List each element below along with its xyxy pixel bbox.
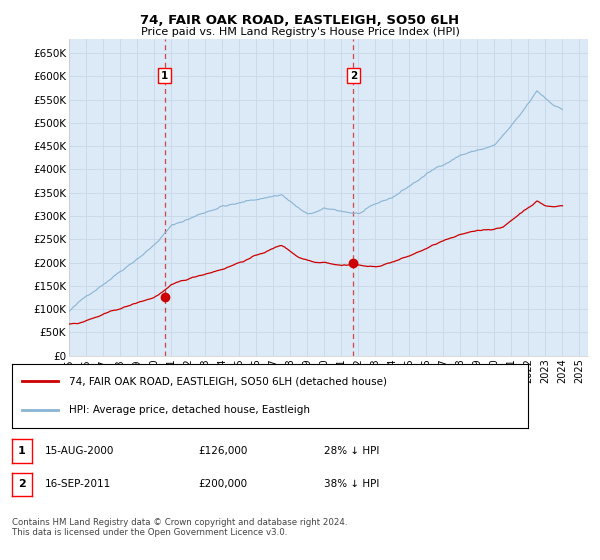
Text: Price paid vs. HM Land Registry's House Price Index (HPI): Price paid vs. HM Land Registry's House … [140, 27, 460, 37]
Text: Contains HM Land Registry data © Crown copyright and database right 2024.
This d: Contains HM Land Registry data © Crown c… [12, 518, 347, 538]
Text: 16-SEP-2011: 16-SEP-2011 [45, 479, 111, 489]
Text: £200,000: £200,000 [198, 479, 247, 489]
Text: £126,000: £126,000 [198, 446, 247, 456]
Text: 28% ↓ HPI: 28% ↓ HPI [324, 446, 379, 456]
Text: 1: 1 [161, 71, 168, 81]
Text: HPI: Average price, detached house, Eastleigh: HPI: Average price, detached house, East… [69, 405, 310, 416]
Text: 2: 2 [18, 479, 26, 489]
Text: 15-AUG-2000: 15-AUG-2000 [45, 446, 115, 456]
Text: 74, FAIR OAK ROAD, EASTLEIGH, SO50 6LH (detached house): 74, FAIR OAK ROAD, EASTLEIGH, SO50 6LH (… [69, 376, 387, 386]
Text: 2: 2 [350, 71, 357, 81]
Text: 1: 1 [18, 446, 26, 456]
Text: 38% ↓ HPI: 38% ↓ HPI [324, 479, 379, 489]
Text: 74, FAIR OAK ROAD, EASTLEIGH, SO50 6LH: 74, FAIR OAK ROAD, EASTLEIGH, SO50 6LH [140, 14, 460, 27]
